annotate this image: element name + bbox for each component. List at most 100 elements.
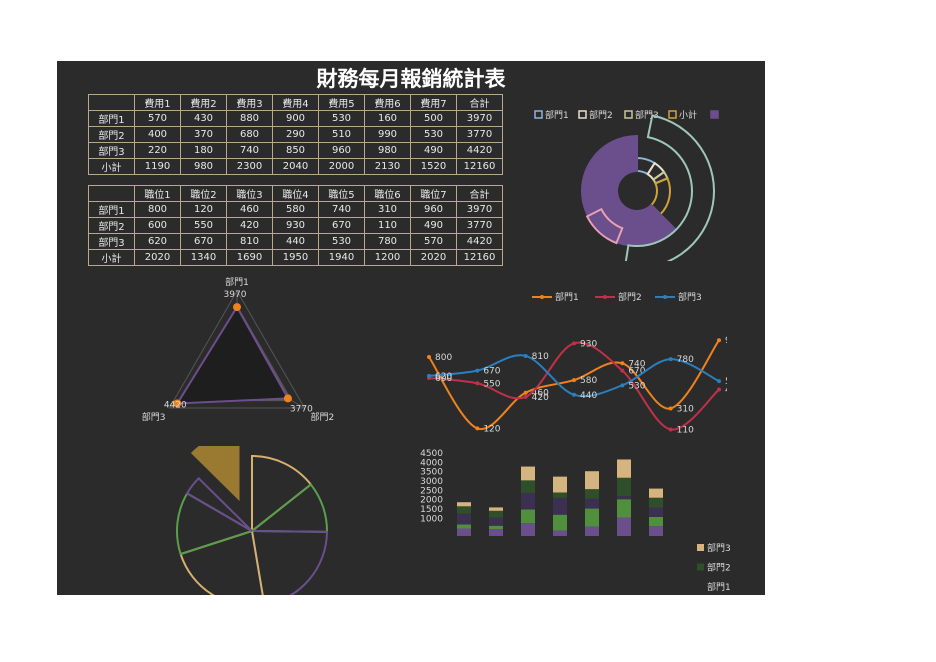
- bar-segment: [649, 488, 663, 498]
- bar-segment: [553, 530, 567, 536]
- expense-header-cell: 費用6: [364, 94, 411, 111]
- position-cell: 780: [364, 233, 411, 250]
- position-cell: 1200: [364, 249, 411, 266]
- expense-header-cell: 費用1: [134, 94, 181, 111]
- line-point: [668, 427, 673, 432]
- bar-segment: [585, 526, 599, 536]
- bar-segment: [617, 496, 631, 500]
- expense-table: 費用1 費用2 費用3 費用4 費用5 費用6 費用7 合計 部門1 570 430 880 900 53…: [88, 94, 503, 175]
- expense-cell: 900: [272, 110, 319, 127]
- legend-label: 小計: [679, 109, 697, 121]
- position-cell: 2020: [134, 249, 181, 266]
- expense-header-row: 費用1 費用2 費用3 費用4 費用5 費用6 費用7 合計: [88, 94, 503, 111]
- position-cell: 550: [180, 217, 227, 234]
- expense-cell: 400: [134, 126, 181, 143]
- line-point: [572, 392, 576, 397]
- position-cell: 670: [180, 233, 227, 250]
- position-row: 小計 2020 1340 1690 1950 1940 1200 2020 12160: [88, 249, 503, 266]
- bar-segment: [553, 514, 567, 531]
- line-data-label: 620: [435, 372, 452, 382]
- pie-slice: [250, 529, 329, 595]
- legend-swatch: [697, 563, 704, 571]
- line-point: [427, 355, 431, 359]
- radar-data-label: 3770: [290, 404, 313, 414]
- position-table: 職位1 職位2 職位3 職位4 職位5 職位6 職位7 合計 部門1 800 120 460 580 74…: [88, 185, 503, 266]
- expense-cell: 530: [410, 126, 457, 143]
- expense-cell: 850: [272, 142, 319, 159]
- legend-item: 小計: [668, 109, 697, 121]
- donut-outer-ring: [585, 207, 624, 245]
- position-cell: 580: [272, 201, 319, 218]
- expense-cell: 510: [318, 126, 365, 143]
- radar-marker: [283, 394, 292, 403]
- bar-segment: [649, 516, 663, 527]
- y-tick-label: 3000: [420, 477, 443, 487]
- line-point: [475, 426, 480, 431]
- expense-row: 部門3 220 180 740 850 960 980 490 4420: [88, 142, 503, 159]
- position-cell: 800: [134, 201, 181, 218]
- position-header-row: 職位1 職位2 職位3 職位4 職位5 職位6 職位7 合計: [88, 185, 503, 202]
- expense-cell: 530: [318, 110, 365, 127]
- line-point: [717, 338, 721, 343]
- position-header-cell: 職位7: [410, 185, 457, 202]
- bar-segment: [617, 459, 631, 478]
- position-header-cell: 職位5: [318, 185, 365, 202]
- position-cell: 600: [134, 217, 181, 234]
- expense-cell: 220: [134, 142, 181, 159]
- expense-cell: 570: [134, 110, 181, 127]
- position-header-cell: 職位4: [272, 185, 319, 202]
- report-title: 財務每月報銷統計表: [316, 67, 506, 91]
- legend-item: 部門2: [595, 291, 642, 303]
- line-point: [668, 357, 673, 362]
- position-cell: 960: [410, 201, 457, 218]
- pie-slice: [179, 529, 264, 595]
- bar-segment: [585, 498, 599, 509]
- expense-header-cell: 費用3: [226, 94, 273, 111]
- position-row: 部門3 620 670 810 440 530 780 570 4420: [88, 233, 503, 250]
- radar-axis-label: 部門2: [311, 411, 335, 423]
- bar-segment: [553, 497, 567, 515]
- expense-cell: 1190: [134, 158, 181, 175]
- legend-item: 部門1: [697, 581, 731, 593]
- expense-cell: 4420: [456, 142, 503, 159]
- position-cell: 310: [364, 201, 411, 218]
- expense-header-cell: [88, 94, 135, 111]
- position-header-cell: [88, 185, 135, 202]
- doughnut-chart: 部門1 部門2 部門3 小計: [534, 109, 719, 261]
- position-cell: 490: [410, 217, 457, 234]
- position-row-label: 部門2: [88, 217, 135, 234]
- legend-item: 部門3: [697, 542, 731, 554]
- line-data-label: 960: [725, 336, 727, 346]
- outline-pie-chart: [176, 446, 329, 595]
- legend-label: 部門3: [678, 291, 702, 303]
- bar-segment: [521, 509, 535, 524]
- line-data-label: 670: [628, 367, 645, 377]
- bar-segment: [457, 524, 471, 529]
- position-cell: 670: [318, 217, 365, 234]
- line-chart: 部門1 部門2 部門3 800 120 460 580 740 310 960 600 550 420 9…: [427, 291, 727, 433]
- line-data-label: 110: [677, 425, 694, 433]
- expense-cell: 3770: [456, 126, 503, 143]
- bar-segment: [617, 499, 631, 518]
- pie-slice: [251, 454, 313, 534]
- bar-segment: [489, 525, 503, 530]
- bar-segment: [521, 523, 535, 536]
- expense-cell: 2300: [226, 158, 273, 175]
- expense-row: 小計 1190 980 2300 2040 2000 2130 1520 12160: [88, 158, 503, 175]
- legend-label: 部門2: [618, 291, 642, 303]
- bar-segment: [489, 510, 503, 518]
- expense-cell: 3970: [456, 110, 503, 127]
- legend-swatch: [697, 544, 704, 551]
- radar-series: [175, 305, 290, 405]
- line-point: [523, 353, 528, 358]
- expense-cell: 500: [410, 110, 457, 127]
- expense-cell: 680: [226, 126, 273, 143]
- expense-cell: 990: [364, 126, 411, 143]
- line-point: [620, 361, 625, 366]
- expense-cell: 12160: [456, 158, 503, 175]
- line-data-label: 440: [580, 391, 597, 401]
- line-data-label: 600: [435, 374, 452, 384]
- line-data-label: 120: [483, 424, 500, 433]
- radar-axis-label: 部門3: [142, 411, 166, 423]
- line-point: [717, 379, 721, 384]
